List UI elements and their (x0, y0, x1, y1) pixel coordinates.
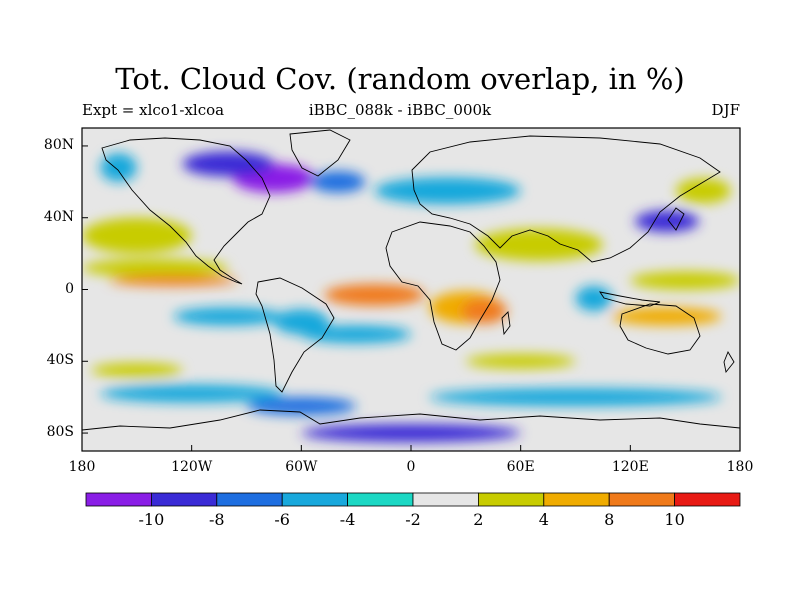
anomaly-region (310, 171, 366, 193)
coastline-eurasia (411, 135, 721, 263)
season-label: DJF (711, 101, 740, 119)
colorbar-swatch (281, 492, 349, 507)
colorbar-label: 4 (538, 510, 549, 529)
comparison-label: iBBC_088k - iBBC_000k (308, 101, 492, 119)
colorbar (85, 492, 741, 507)
anomaly-region (109, 275, 238, 286)
coastline-madagascar (501, 311, 511, 336)
anomaly-region (630, 271, 740, 290)
x-tick-label: 60E (506, 459, 535, 475)
colorbar-swatch (477, 492, 545, 507)
anomaly-region (301, 325, 411, 344)
colorbar-swatch (608, 492, 676, 507)
anomaly-region (374, 177, 521, 205)
colorbar-label: -10 (138, 510, 165, 529)
y-tick-label: 40S (46, 352, 74, 369)
coastline-new-zealand (723, 350, 735, 374)
y-tick-label: 40N (43, 208, 74, 225)
colorbar-swatch (674, 492, 741, 507)
anomaly-region (429, 388, 722, 407)
anomaly-region (612, 307, 722, 326)
anomaly-region (91, 363, 183, 378)
colorbar-label: 10 (664, 510, 685, 529)
experiment-label: Expt = xlco1-xlcoa (82, 101, 225, 119)
coastline-japan (667, 207, 685, 231)
anomaly-region (474, 228, 603, 261)
coastline-south-america (255, 277, 335, 393)
x-tick-label: 60W (285, 459, 318, 475)
colorbar-label: -8 (209, 510, 225, 529)
y-tick-label: 0 (65, 280, 74, 297)
coastline-greenland (289, 129, 351, 177)
colorbar-swatch (85, 492, 152, 507)
colorbar-label: -2 (405, 510, 421, 529)
colorbar-swatch (412, 492, 479, 507)
x-tick-label: 0 (406, 459, 416, 475)
colorbar-swatch (216, 492, 283, 507)
x-tick-label: 120E (611, 459, 649, 475)
map-title: Tot. Cloud Cov. (random overlap, in %) (115, 62, 685, 96)
anomaly-region (634, 210, 699, 233)
x-tick-label: 120W (171, 459, 213, 475)
colorbar-swatch (150, 492, 218, 507)
anomaly-region (676, 178, 731, 204)
colorbar-label: 2 (473, 510, 484, 529)
colorbar-label: -4 (339, 510, 356, 529)
anomaly-field (82, 151, 740, 443)
y-tick-label: 80N (43, 136, 74, 153)
coastlines (82, 129, 740, 431)
x-tick-label: 180 (68, 459, 96, 475)
anomaly-region (82, 217, 192, 254)
colorbar-swatch (347, 492, 414, 507)
colorbar-label: -6 (274, 510, 290, 529)
y-tick-label: 80S (46, 424, 74, 441)
axis-ticks (81, 145, 741, 451)
anomaly-region (100, 384, 284, 403)
anomaly-region (173, 307, 284, 326)
anomaly-region (100, 153, 137, 182)
coastline-australia (619, 303, 701, 355)
colorbar-swatch (543, 492, 610, 507)
anomaly-region (301, 424, 521, 443)
anomaly-region (461, 298, 507, 324)
anomaly-region (82, 258, 229, 277)
coastline-africa (385, 221, 501, 351)
anomaly-region (182, 151, 274, 177)
anomaly-region (273, 309, 329, 335)
coastline-antarctica (82, 409, 740, 431)
anomaly-region (465, 354, 576, 369)
coastline-north-america (101, 137, 271, 285)
colorbar-label: 8 (604, 510, 615, 529)
x-tick-label: 180 (726, 459, 754, 475)
anomaly-region (324, 284, 425, 306)
